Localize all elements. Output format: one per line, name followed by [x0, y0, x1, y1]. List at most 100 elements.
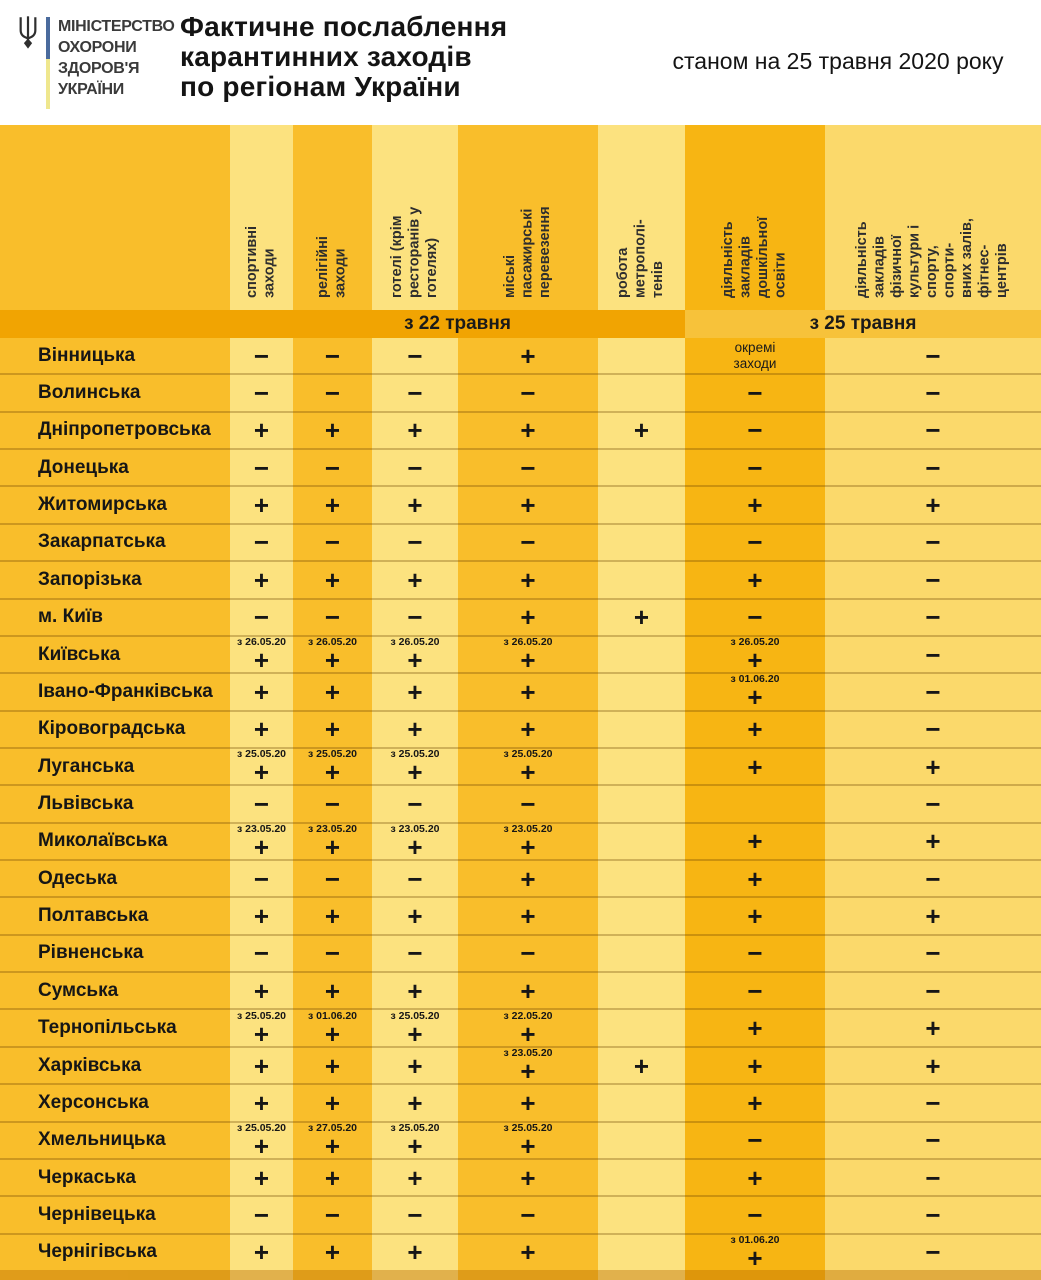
plus-cell: +	[825, 749, 1041, 784]
minus-cell: −	[825, 861, 1041, 896]
plus-mark: +	[520, 490, 536, 521]
plus-cell: +	[372, 898, 458, 933]
plus-mark: +	[407, 1162, 423, 1193]
plus-cell: +	[458, 712, 598, 747]
plus-mark: +	[520, 645, 536, 673]
table-row: Дніпропетровська + + + + + − −	[0, 410, 1041, 448]
plus-mark: +	[633, 415, 650, 446]
plus-cell: +	[458, 338, 598, 373]
minus-cell: −	[825, 786, 1041, 821]
minus-mark: −	[253, 527, 270, 558]
plus-cell-with-date: з 26.05.20 +	[685, 637, 825, 672]
plus-mark: +	[520, 757, 536, 785]
column-header-label: діяльність закладів дошкільної освіти	[720, 216, 789, 298]
minus-cell: −	[685, 375, 825, 410]
plus-cell: +	[230, 674, 293, 709]
logo-divider	[46, 17, 50, 109]
plus-cell-with-date: з 25.05.20 +	[458, 749, 598, 784]
plus-mark: +	[633, 602, 650, 633]
plus-mark: +	[324, 757, 341, 785]
plus-cell: +	[293, 973, 372, 1008]
effective-date: з 25.05.20	[390, 1010, 440, 1022]
column-header-2: релігійні заходи	[293, 125, 372, 310]
plus-cell: +	[685, 1085, 825, 1120]
empty-cell	[598, 487, 685, 522]
minus-cell: −	[372, 450, 458, 485]
plus-mark: +	[633, 1050, 650, 1081]
plus-cell: +	[685, 1160, 825, 1195]
empty-cell	[598, 936, 685, 971]
table-row: Вінницька − − − + окремі заходи −	[0, 338, 1041, 373]
plus-mark: +	[253, 1087, 270, 1118]
minus-cell: −	[825, 600, 1041, 635]
empty-cell	[598, 898, 685, 933]
minus-cell: −	[825, 525, 1041, 560]
plus-mark: +	[747, 1013, 763, 1044]
effective-date: з 25.05.20	[503, 1122, 553, 1134]
plus-mark: +	[324, 1018, 341, 1046]
table-row: Київська з 26.05.20 + з 26.05.20 + з 26.05.20…	[0, 634, 1041, 673]
plus-cell: +	[293, 712, 372, 747]
plus-cell: +	[230, 898, 293, 933]
plus-mark: +	[747, 645, 763, 673]
minus-mark: −	[324, 452, 341, 483]
plus-cell: +	[293, 1048, 372, 1083]
effective-date: з 25.05.20	[390, 748, 440, 761]
plus-mark: +	[520, 714, 536, 745]
minus-cell: −	[825, 1197, 1041, 1232]
table-row: Чернівецька − − − − − −	[0, 1195, 1041, 1232]
plus-mark: +	[407, 831, 423, 860]
minus-mark: −	[747, 938, 763, 969]
plus-cell: +	[685, 562, 825, 597]
minus-mark: −	[520, 378, 536, 409]
plus-mark: +	[253, 1237, 270, 1268]
plus-mark: +	[407, 564, 423, 595]
date-bands: з 22 травня з 25 травня	[0, 310, 1041, 338]
minus-mark: −	[253, 340, 270, 371]
plus-cell: +	[458, 600, 598, 635]
minus-cell: −	[293, 375, 372, 410]
plus-cell-with-date: з 23.05.20 +	[458, 1048, 598, 1083]
minus-mark: −	[324, 788, 341, 819]
table-row: Хмельницька з 25.05.20 + з 27.05.20 + з 25.05…	[0, 1120, 1041, 1158]
minus-mark: −	[747, 975, 763, 1006]
effective-date: з 23.05.20	[307, 823, 357, 835]
empty-cell	[598, 338, 685, 373]
plus-mark: +	[747, 1242, 763, 1270]
minus-cell: −	[685, 450, 825, 485]
plus-mark: +	[520, 415, 536, 446]
minus-mark: −	[925, 1199, 941, 1230]
plus-mark: +	[747, 901, 763, 932]
table-row: Кіровоградська + + + + + −	[0, 709, 1041, 747]
plus-cell: +	[230, 1235, 293, 1270]
minus-cell: −	[825, 973, 1041, 1008]
minus-mark: −	[407, 863, 423, 894]
plus-mark: +	[407, 1087, 423, 1118]
minus-mark: −	[925, 676, 941, 707]
plus-cell-with-date: з 01.06.20 +	[293, 1010, 372, 1045]
minus-mark: −	[407, 788, 423, 819]
plus-mark: +	[324, 676, 341, 707]
minus-mark: −	[747, 378, 763, 409]
trident-icon	[19, 16, 37, 49]
region-column-header	[0, 125, 230, 310]
plus-mark: +	[324, 831, 341, 860]
empty-cell	[598, 712, 685, 747]
region-name: Черкаська	[38, 1166, 136, 1188]
plus-mark: +	[747, 564, 763, 595]
table-row: Донецька − − − − − −	[0, 448, 1041, 485]
bottom-strip	[0, 1270, 1041, 1280]
plus-cell: +	[825, 1010, 1041, 1045]
plus-cell: +	[458, 1160, 598, 1195]
region-name: Івано-Франківська	[38, 680, 213, 702]
plus-mark: +	[747, 490, 763, 521]
plus-mark: +	[925, 751, 941, 782]
band-label: з 22 травня	[404, 313, 511, 334]
plus-mark: +	[324, 415, 341, 446]
plus-cell: +	[230, 487, 293, 522]
minus-cell: −	[825, 1160, 1041, 1195]
plus-mark: +	[747, 863, 763, 894]
effective-date: з 26.05.20	[307, 636, 357, 649]
region-name: Житомирська	[38, 494, 167, 516]
minus-mark: −	[925, 938, 941, 969]
